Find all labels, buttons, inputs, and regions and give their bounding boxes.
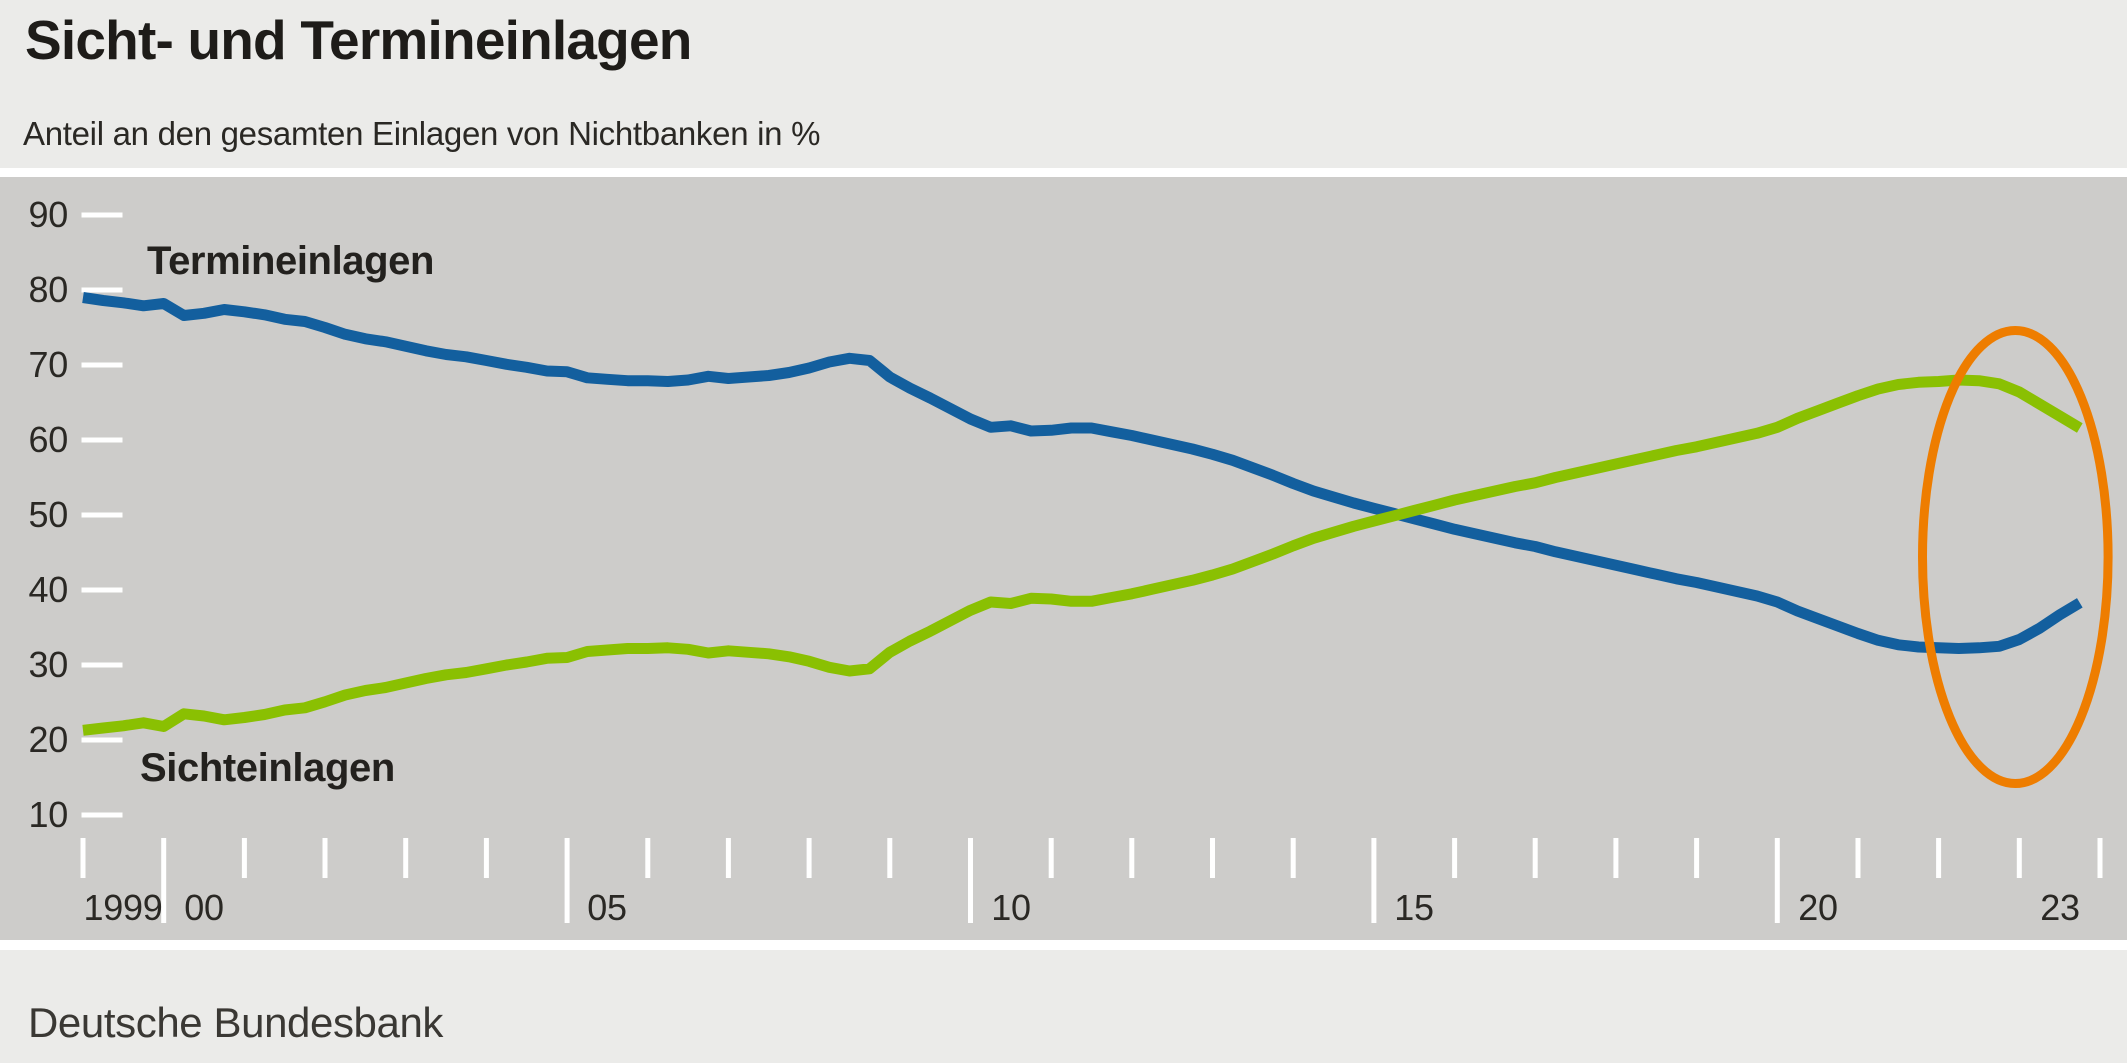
series-line-termineinlagen [82,292,2083,654]
divider-top [0,168,2127,177]
y-axis-label: 50 [28,494,69,535]
y-tick-dash [81,437,123,443]
chart-subtitle: Anteil an den gesamten Einlagen von Nich… [23,115,821,152]
y-tick-dash [81,362,123,368]
y-axis-label: 80 [28,269,69,310]
y-axis-label: 10 [28,794,69,835]
x-axis-label: 23 [2040,887,2080,928]
y-axis-label: 20 [28,719,69,760]
series-label-sichteinlagen: Sichteinlagen [140,746,395,790]
y-axis-label: 90 [28,194,69,235]
y-tick-dash [81,287,123,293]
page-title: Sicht- und Termineinlagen [25,9,692,71]
series-label-termineinlagen: Termineinlagen [147,239,435,283]
y-tick-dash [81,587,123,593]
y-axis-label: 30 [28,644,69,685]
x-axis-label: 10 [991,887,1031,928]
source-label: Deutsche Bundesbank [28,999,444,1046]
x-axis-label: 15 [1394,887,1434,928]
x-axis-label: 00 [184,887,224,928]
highlight-ellipse [1918,326,2113,788]
x-axis-label: 20 [1798,887,1838,928]
plot-area [0,177,2127,940]
y-axis-label: 40 [28,569,69,610]
x-axis-label: 05 [587,887,627,928]
y-tick-dash [81,812,123,818]
y-tick-dash [81,212,123,218]
y-tick-dash [81,512,123,518]
y-axis-label: 60 [28,419,69,460]
y-tick-dash [81,737,123,743]
x-axis-label: 1999 [83,887,163,928]
y-axis-label: 70 [28,344,69,385]
y-tick-dash [81,662,123,668]
divider-bottom [0,940,2127,950]
series-line-sichteinlagen [82,374,2083,736]
